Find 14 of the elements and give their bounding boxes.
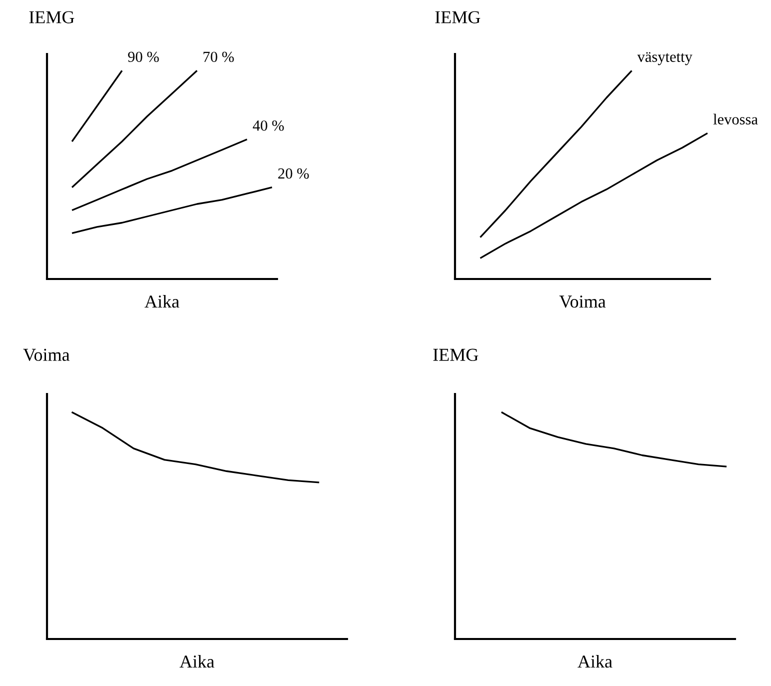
x-axis-title: Aika — [578, 654, 612, 668]
series-label: väsytetty — [637, 52, 692, 66]
y-axis-title: IEMG — [435, 11, 480, 24]
x-axis-title: Aika — [180, 654, 214, 668]
series-label: 20 % — [278, 168, 309, 179]
series-label: 90 % — [128, 52, 159, 62]
series-label: 40 % — [252, 120, 284, 131]
y-axis-title: IEMG — [433, 348, 478, 361]
y-axis-title: Voima — [23, 348, 70, 362]
y-axis-title: IEMG — [29, 11, 74, 24]
series-label: levossa — [713, 114, 758, 125]
series-label: 70 % — [204, 52, 234, 62]
x-axis-title: Voima — [559, 296, 606, 308]
x-axis-title: Aika — [144, 294, 180, 308]
